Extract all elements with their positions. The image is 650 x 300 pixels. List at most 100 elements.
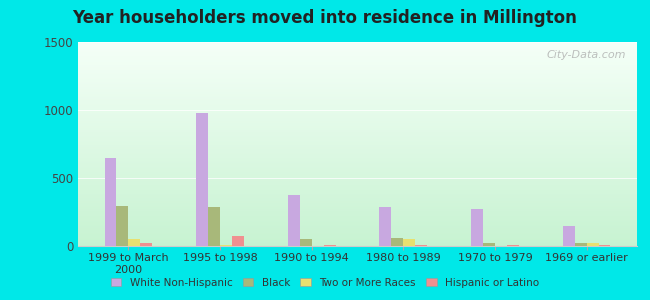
Bar [78,46,637,47]
Bar [563,226,575,246]
Bar [78,107,637,108]
Bar [78,170,637,172]
Bar [78,162,637,164]
Bar [78,174,637,175]
Bar [78,232,637,233]
Bar [196,113,208,246]
Bar [78,146,637,147]
Bar [78,216,637,217]
Bar [78,119,637,121]
Bar [78,157,637,158]
Bar [78,118,637,119]
Bar [78,57,637,58]
Bar [78,116,637,118]
Bar [78,237,637,238]
Bar [78,150,637,151]
Bar [78,196,637,197]
Bar [78,161,637,162]
Bar [78,82,637,83]
Bar [78,91,637,92]
Bar [78,44,637,45]
Bar [78,156,637,157]
Bar [78,147,637,148]
Bar [78,145,637,146]
Bar [140,243,152,246]
Bar [78,139,637,140]
Bar [78,61,637,62]
Bar [78,123,637,124]
Bar [78,124,637,126]
Bar [78,58,637,59]
Bar [78,95,637,96]
Bar [78,164,637,165]
Bar [78,153,637,154]
Bar [78,154,637,155]
Bar [78,148,637,149]
Bar [78,78,637,79]
Bar [78,151,637,152]
Bar [78,52,637,53]
Bar [78,240,637,241]
Bar [78,59,637,60]
Bar [78,160,637,161]
Bar [78,129,637,130]
Bar [78,176,637,177]
Bar [471,209,483,246]
Bar [78,152,637,153]
Bar [78,134,637,135]
Bar [586,243,599,246]
Bar [78,197,637,198]
Bar [78,50,637,51]
Bar [78,221,637,223]
Bar [78,177,637,178]
Bar [220,244,232,246]
Bar [288,195,300,246]
Bar [78,206,637,207]
Bar [78,158,637,159]
Bar [575,243,586,246]
Bar [78,53,637,54]
Bar [78,51,637,52]
Bar [78,233,637,234]
Bar [78,195,637,196]
Bar [78,90,637,91]
Bar [78,192,637,193]
Bar [78,84,637,85]
Bar [78,92,637,93]
Bar [78,54,637,55]
Bar [78,169,637,170]
Bar [78,106,637,107]
Bar [78,93,637,94]
Bar [78,121,637,122]
Bar [78,180,637,181]
Bar [78,203,637,204]
Bar [78,77,637,78]
Bar [78,127,637,128]
Legend: White Non-Hispanic, Black, Two or More Races, Hispanic or Latino: White Non-Hispanic, Black, Two or More R… [107,274,543,292]
Bar [380,207,391,246]
Bar [78,141,637,142]
Bar [78,243,637,244]
Bar [78,87,637,88]
Bar [599,245,610,246]
Bar [78,193,637,194]
Bar [78,140,637,141]
Bar [78,76,637,77]
Bar [78,49,637,50]
Bar [415,245,427,246]
Bar [78,97,637,98]
Bar [78,47,637,48]
Bar [78,62,637,63]
Bar [116,206,129,246]
Bar [78,159,637,160]
Bar [78,94,637,95]
Bar [78,109,637,110]
Bar [78,245,637,246]
Bar [78,242,637,243]
Bar [78,228,637,229]
Bar [78,155,637,156]
Bar [78,182,637,183]
Bar [78,80,637,81]
Bar [78,143,637,144]
Bar [78,136,637,137]
